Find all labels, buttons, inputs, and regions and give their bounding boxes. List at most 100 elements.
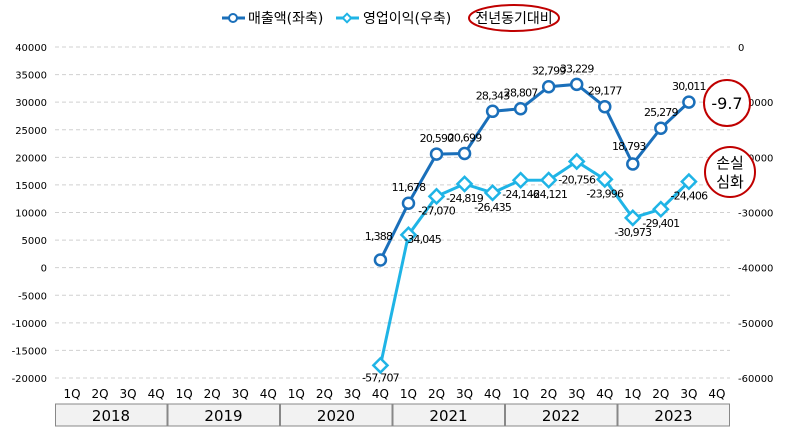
quarter-label: 2Q: [204, 387, 221, 401]
revenue-point: [513, 101, 528, 116]
right-axis-tick: -50000: [738, 319, 773, 330]
left-axis-tick: -15000: [12, 346, 47, 357]
quarter-label: 4Q: [148, 387, 165, 401]
data-label: -20,756: [558, 174, 596, 187]
data-label: 28,343: [476, 89, 510, 102]
quarter-label: 4Q: [260, 387, 277, 401]
right-axis-tick: -30000: [738, 209, 773, 220]
revenue-point: [569, 77, 584, 92]
legend-note-label: 전년동기대비: [475, 11, 552, 27]
year-label: 2019: [204, 407, 242, 425]
revenue-point: [485, 104, 500, 119]
profit-point: [623, 209, 642, 227]
data-label: 1,388: [365, 230, 393, 243]
left-axis-tick: 15000: [15, 181, 47, 192]
quarter-label: 1Q: [288, 387, 305, 401]
loss-annotation-line2: 심화: [716, 173, 744, 191]
quarter-label: 1Q: [176, 387, 193, 401]
profit-point: [680, 172, 698, 191]
data-label: -24,146: [502, 188, 540, 201]
legend-revenue-label: 매출액(좌축): [248, 11, 323, 27]
year-label: 2021: [429, 407, 467, 425]
quarter-label: 1Q: [400, 387, 417, 401]
quarter-label: 1Q: [512, 387, 529, 401]
data-label: -29,401: [642, 217, 679, 230]
year-label: 2020: [317, 407, 355, 425]
left-axis-tick: 10000: [15, 209, 47, 220]
quarter-label: 3Q: [232, 387, 249, 401]
profit-point: [399, 225, 418, 244]
quarter-label: 1Q: [63, 387, 80, 401]
revenue-point: [457, 146, 472, 161]
left-axis-tick: -5000: [18, 291, 47, 302]
quarter-label: 3Q: [680, 387, 697, 401]
year-box: [55, 403, 168, 427]
quarter-label: 3Q: [456, 387, 473, 401]
data-label: 33,229: [560, 62, 594, 75]
data-label: 20,590: [420, 132, 454, 145]
data-label: 29,177: [588, 85, 622, 98]
data-label: -57,707: [362, 371, 400, 384]
year-box: [392, 403, 505, 427]
data-label: -30,973: [614, 226, 652, 239]
left-axis-tick: 20000: [15, 153, 47, 164]
left-axis-tick: -10000: [12, 319, 47, 330]
revenue-point: [541, 79, 556, 94]
profit-point: [652, 200, 670, 219]
profit-point: [483, 183, 502, 202]
year-box: [617, 403, 730, 427]
loss-annotation-circle: [704, 146, 756, 198]
year-label: 2023: [654, 407, 692, 425]
revenue-point: [401, 196, 416, 210]
quarter-label: 4Q: [372, 387, 389, 401]
data-label: -24,819: [446, 192, 484, 205]
data-label: -23,996: [586, 187, 624, 200]
legend-revenue-marker: [228, 13, 238, 23]
data-label: 25,279: [644, 106, 678, 119]
legend-profit-marker: [341, 12, 353, 24]
left-axis-tick: 40000: [15, 43, 47, 54]
quarter-label: 2Q: [428, 387, 445, 401]
profit-point: [567, 152, 586, 171]
right-axis-tick: 0: [738, 43, 744, 54]
data-label: 18,793: [612, 140, 646, 153]
legend-note-ellipse: [468, 4, 560, 32]
quarter-label: 4Q: [484, 387, 501, 401]
left-axis-tick: 30000: [15, 98, 47, 109]
loss-annotation-line1: 손실: [716, 154, 744, 172]
data-label: -26,435: [474, 201, 512, 214]
left-axis-tick: 35000: [15, 71, 47, 82]
quarter-label: 4Q: [596, 387, 613, 401]
year-label: 2022: [542, 407, 580, 425]
revenue-point: [598, 99, 612, 114]
profit-point: [511, 171, 530, 190]
left-axis-tick: 5000: [22, 236, 47, 247]
quarter-label: 2Q: [91, 387, 108, 401]
quarter-label: 4Q: [708, 387, 725, 401]
revenue-point: [429, 147, 444, 161]
data-label: -24,121: [530, 188, 567, 201]
data-label: 28,807: [504, 87, 538, 100]
year-box: [280, 403, 393, 427]
revenue-point: [654, 121, 668, 135]
year-box: [167, 403, 280, 427]
data-label: 20,699: [448, 131, 482, 144]
year-box: [505, 403, 618, 427]
quarter-label: 2Q: [316, 387, 333, 401]
data-label: 11,678: [392, 181, 426, 194]
left-axis-tick: 0: [41, 264, 47, 275]
quarter-label: 3Q: [344, 387, 361, 401]
data-label: 30,011: [672, 80, 706, 93]
data-label: 32,799: [532, 65, 566, 78]
profit-point: [595, 170, 614, 189]
right-axis-tick: -60000: [738, 374, 773, 385]
profit-point: [455, 175, 474, 193]
right-axis-tick: -20000: [738, 153, 773, 164]
legend-profit-label: 영업이익(우축): [363, 11, 451, 27]
quarter-label: 3Q: [120, 387, 137, 401]
profit-point: [427, 187, 446, 206]
profit-point: [371, 356, 390, 375]
data-label: -27,070: [418, 204, 456, 217]
